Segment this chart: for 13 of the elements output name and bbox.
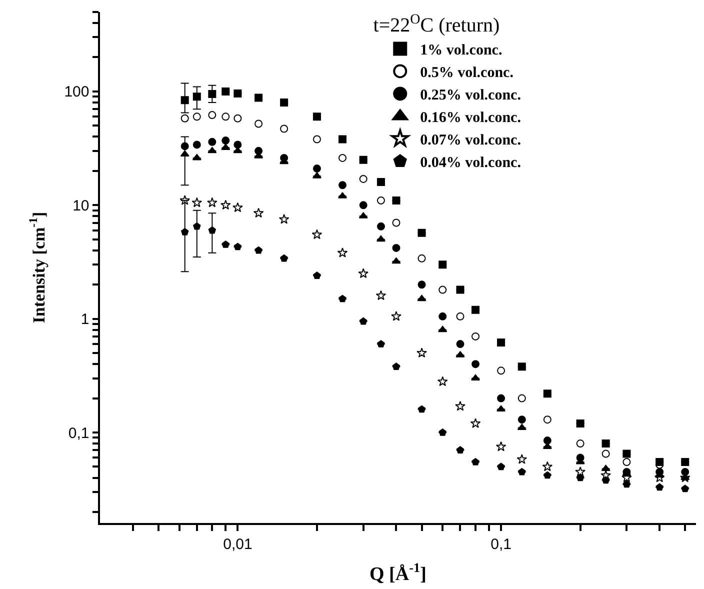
y-tick-label: 1 bbox=[80, 311, 90, 328]
x-axis-title: Q [Å$^{-1}$] bbox=[370, 560, 426, 586]
chart-title: t=22$^{O}$C (return) bbox=[373, 12, 500, 37]
legend-label: 0.04% vol.conc. bbox=[420, 155, 522, 172]
y-tick-label: 10 bbox=[72, 197, 90, 214]
y-tick-label: 100 bbox=[64, 84, 90, 101]
legend-label: 1% vol.conc. bbox=[420, 42, 502, 59]
legend-label: 0.25% vol.conc. bbox=[420, 88, 522, 104]
x-tick-label: 0,01 bbox=[223, 536, 252, 553]
legend-label: 0.16% vol.conc. bbox=[420, 110, 522, 126]
legend-label: 0.07% vol.conc. bbox=[420, 132, 522, 149]
legend-label: 0.5% vol.conc. bbox=[420, 65, 514, 82]
y-tick-label: 0,1 bbox=[68, 424, 90, 442]
